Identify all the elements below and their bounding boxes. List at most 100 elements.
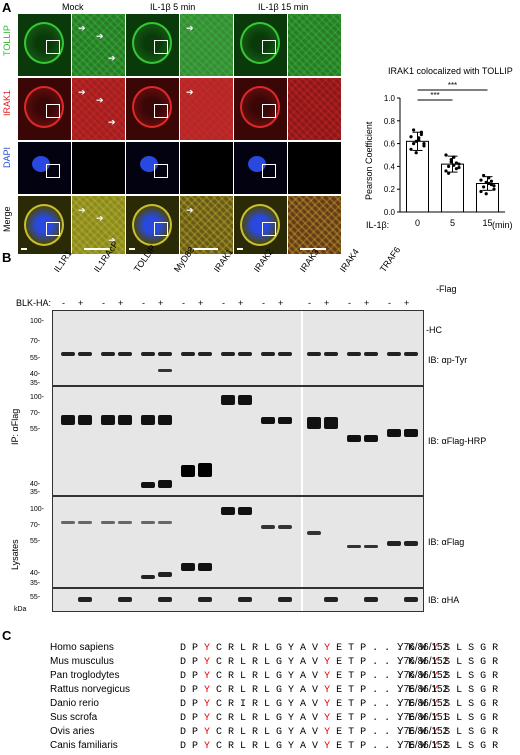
tyrosine-residue: Y: [204, 699, 211, 710]
data-point: [414, 151, 418, 155]
micrograph-r1-c1: ➔ ➔ ➔: [72, 78, 125, 140]
blot-band: [118, 521, 132, 524]
cell-body: [240, 204, 280, 246]
alignment-row: Pan troglodytes D P Y C R L R L G Y A V Y…: [50, 670, 498, 682]
blot-band: [307, 352, 321, 356]
arrow-icon: ➔: [96, 213, 104, 223]
chart-title: IRAK1 colocalized with TOLLIP: [388, 66, 513, 76]
cell-body: [240, 86, 280, 128]
sequence-segment: C R L R L G Y A V: [210, 657, 325, 668]
pearson-chart: 0.0 0.2 0.4 0.6 0.8 1.0 0 5 15 *** ***: [384, 81, 505, 228]
species-name: Homo sapiens: [50, 642, 114, 653]
species-name: Danio rerio: [50, 698, 99, 709]
blot-band: [101, 521, 115, 524]
row-label-merge: Merge: [2, 206, 12, 232]
micrograph-r2-c4: [234, 142, 287, 194]
tyrosine-residue: Y: [432, 741, 439, 752]
mw-marker: 55-: [30, 594, 41, 601]
zoom-box: [262, 40, 276, 54]
data-point: [444, 153, 448, 157]
sequence-segment: D P: [180, 741, 205, 752]
sequence-segment: D P: [180, 713, 205, 724]
ip-label: IP: αFlag: [10, 408, 20, 445]
tyrosine-residue: Y: [432, 713, 439, 724]
alignment-row: Ovis aries D P Y C R L R L G Y A V Y E T …: [50, 726, 498, 738]
chart-xunit: (min): [492, 220, 513, 230]
scale-bar: [84, 248, 110, 250]
blk-sign: +: [198, 298, 204, 308]
data-point: [449, 160, 453, 164]
blot-band: [387, 541, 401, 546]
blot-band: [141, 482, 155, 488]
mw-marker: 55-: [30, 355, 41, 362]
data-point: [447, 164, 451, 168]
micrograph-r1-c0: [18, 78, 71, 140]
blot-band: [278, 525, 292, 529]
sequence-segment: S L S G R: [438, 685, 499, 696]
blot-band: [278, 417, 292, 424]
blk-sign: +: [238, 298, 244, 308]
blot-band: [141, 575, 155, 579]
micrograph-r2-c0: [18, 142, 71, 194]
blot-band: [221, 352, 235, 356]
mw-marker: 35-: [30, 380, 41, 387]
data-point: [412, 128, 416, 132]
x-tick-label: 15: [482, 218, 492, 228]
micrograph-r0-c0: [18, 14, 71, 76]
blot-band: [141, 521, 155, 524]
row-label-irak1: IRAK1: [2, 89, 12, 116]
blot-band: [118, 415, 132, 425]
blot-divider: [301, 387, 303, 495]
lysates-label: Lysates: [10, 539, 20, 570]
blot-band: [158, 597, 172, 602]
sequence-segment: D P: [180, 671, 205, 682]
tyrosine-residue: Y: [324, 741, 331, 752]
tyrosine-residue: Y: [324, 699, 331, 710]
micrograph-r2-c1: [72, 142, 125, 194]
y-tick-label: 0.0: [384, 208, 396, 217]
nucleus: [32, 156, 50, 172]
blot-band: [158, 369, 172, 372]
sequence-segment: E T P . . . K W: [330, 643, 433, 654]
cell-body: [132, 204, 172, 246]
mw-marker: 55-: [30, 426, 41, 433]
y-tick-label: 0.2: [384, 185, 396, 194]
scale-bar: [129, 248, 135, 250]
blk-sign: -: [102, 298, 105, 308]
zoomed-texture: [288, 196, 341, 254]
mw-marker: 70-: [30, 522, 41, 529]
blot-band: [364, 597, 378, 602]
species-name: Mus musculus: [50, 656, 114, 667]
data-point: [487, 176, 491, 180]
blot-band: [307, 417, 321, 429]
micrograph-r3-c3: ➔: [180, 196, 233, 254]
blot-band: [158, 572, 172, 577]
blk-sign: +: [364, 298, 370, 308]
site-label: Y76/86/152: [397, 726, 449, 737]
blot-band: [238, 507, 252, 515]
site-label: Y76/86/151: [397, 712, 449, 723]
arrow-icon: ➔: [108, 53, 116, 63]
zoomed-texture: [72, 14, 125, 76]
flag-suffix: -Flag: [436, 284, 457, 294]
sequence-segment: C R L R L G Y A V: [210, 643, 325, 654]
data-point: [457, 165, 461, 170]
alignment-row: Mus musculus D P Y C R L R L G Y A V Y E …: [50, 656, 498, 668]
blot-band: [404, 352, 418, 356]
blot-band: [158, 480, 172, 488]
blk-sign: -: [182, 298, 185, 308]
data-point: [417, 138, 421, 142]
data-point: [482, 173, 486, 178]
sequence-segment: C R L R L G Y A V: [210, 685, 325, 696]
alignment-row: Rattus norvegicus D P Y C R L R L G Y A V…: [50, 684, 498, 696]
blk-label: BLK-HA:: [16, 298, 52, 308]
panel-label-a: A: [2, 0, 12, 15]
nucleus: [140, 156, 158, 172]
hc-label: -HC: [426, 325, 442, 335]
blot-band: [238, 352, 252, 356]
mw-marker: 100-: [30, 318, 45, 325]
cell-body: [24, 204, 64, 246]
blot-band: [78, 597, 92, 602]
arrow-icon: ➔: [96, 95, 104, 105]
tyrosine-residue: Y: [432, 671, 439, 682]
